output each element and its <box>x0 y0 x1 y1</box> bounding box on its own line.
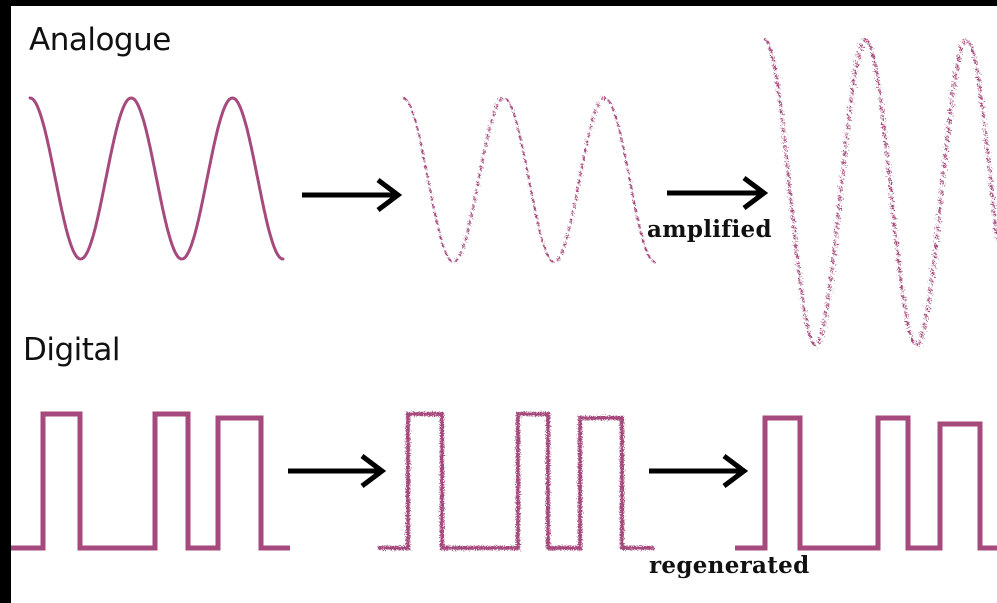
diagram-panel: Analogue Digital amplified regenerated <box>11 6 997 603</box>
digital-heading: Digital <box>23 332 121 368</box>
digital-degraded-wave <box>378 412 654 550</box>
amplified-caption: amplified <box>647 216 772 243</box>
regenerated-caption: regenerated <box>649 552 810 579</box>
digital-original-wave <box>11 411 290 551</box>
digital-regenerated-wave <box>735 415 997 551</box>
right-arrow-icon <box>649 454 749 488</box>
right-arrow-icon <box>667 176 769 210</box>
analogue-amplified-wave <box>764 38 997 347</box>
analogue-degraded-wave <box>402 96 656 264</box>
right-arrow-icon <box>302 178 403 212</box>
right-arrow-icon <box>288 454 387 488</box>
signal-diagram <box>11 38 997 551</box>
analogue-heading: Analogue <box>29 22 171 58</box>
analogue-original-wave <box>28 96 285 261</box>
